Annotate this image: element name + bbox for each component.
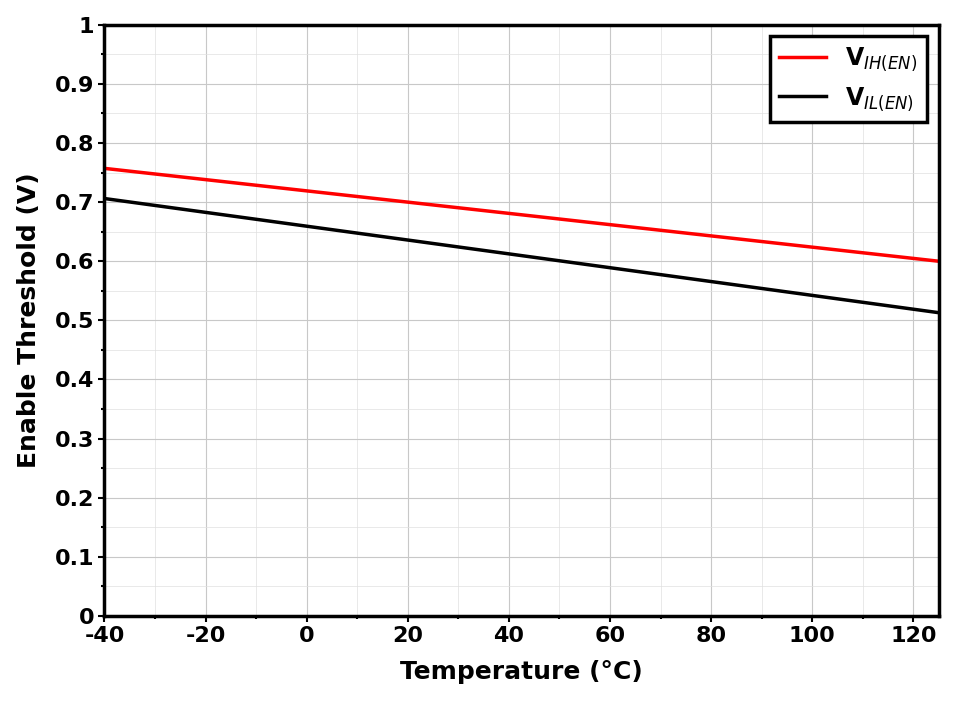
Y-axis label: Enable Threshold (V): Enable Threshold (V) xyxy=(16,172,41,468)
Legend: V$_{IH(EN)}$, V$_{IL(EN)}$: V$_{IH(EN)}$, V$_{IL(EN)}$ xyxy=(770,36,926,122)
X-axis label: Temperature (°C): Temperature (°C) xyxy=(401,660,642,684)
